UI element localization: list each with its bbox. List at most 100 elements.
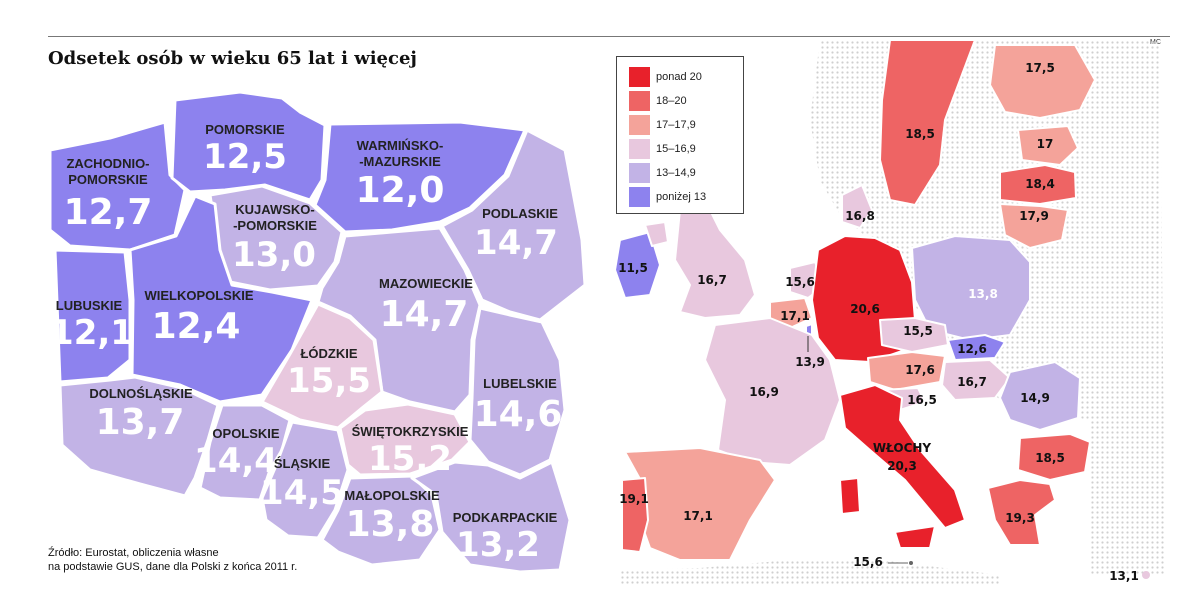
legend-item: poniżej 13 (629, 185, 743, 209)
legend-label: ponad 20 (656, 71, 702, 83)
label-lubuskie: LUBUSKIE (56, 298, 123, 313)
country-poland[interactable] (911, 235, 1031, 341)
country-romania[interactable] (999, 361, 1081, 431)
source-line-2: na podstawie GUS, dane dla Polski z końc… (48, 561, 298, 573)
value-podkarpackie: 13,2 (456, 525, 540, 565)
value-slaskie: 14,5 (260, 473, 344, 513)
value-slovenia: 16,5 (907, 393, 937, 407)
legend-label: 17–17,9 (656, 119, 696, 131)
country-cyprus[interactable] (1142, 571, 1150, 579)
value-italy: 20,3 (887, 459, 917, 473)
country-hungary[interactable] (941, 359, 1011, 401)
label-zachodniopomorskie-1: ZACHODNIO- (66, 156, 149, 171)
region-pomorskie[interactable] (170, 90, 327, 202)
value-estonia: 17 (1037, 137, 1054, 151)
value-belgium: 17,1 (780, 309, 810, 323)
legend-label: 15–16,9 (656, 143, 696, 155)
legend-item: 15–16,9 (629, 137, 743, 161)
region-swietokrzyskie[interactable] (338, 402, 472, 477)
top-rule (48, 36, 1170, 37)
map-title: Odsetek osób w wieku 65 lat i więcej (48, 48, 417, 69)
country-finland[interactable] (989, 44, 1096, 119)
country-italy[interactable] (839, 384, 966, 529)
region-wielkopolskie[interactable] (128, 194, 314, 404)
value-lithuania: 17,9 (1019, 209, 1049, 223)
value-ireland: 11,5 (618, 261, 648, 275)
country-france[interactable] (704, 317, 841, 466)
value-warminsko: 12,0 (356, 170, 445, 211)
label-zachodniopomorskie-2: POMORSKIE (68, 172, 148, 187)
value-germany: 20,6 (850, 302, 880, 316)
country-slovakia[interactable] (947, 334, 1006, 361)
legend-swatch (629, 115, 650, 135)
country-greece[interactable] (987, 479, 1056, 546)
legend-swatch (629, 163, 650, 183)
value-lubelskie: 14,6 (474, 394, 563, 435)
country-sicily[interactable] (894, 525, 936, 549)
legend-label: 13–14,9 (656, 167, 696, 179)
country-sardinia[interactable] (839, 477, 861, 515)
value-poland: 13,8 (968, 287, 998, 301)
value-lodzkie: 15,5 (287, 361, 371, 401)
region-slaskie[interactable] (260, 420, 350, 540)
label-malopolskie: MAŁOPOLSKIE (344, 488, 440, 503)
country-sweden[interactable] (879, 39, 976, 206)
value-pomorskie: 12,5 (203, 137, 287, 177)
country-malta[interactable] (909, 561, 913, 565)
label-italy: WŁOCHY (873, 441, 932, 455)
region-lodzkie[interactable] (260, 302, 384, 430)
value-malopolskie: 13,8 (346, 504, 435, 545)
legend-item: 17–17,9 (629, 113, 743, 137)
region-dolnoslaskie[interactable] (58, 375, 220, 498)
value-finland: 17,5 (1025, 61, 1055, 75)
value-bulgaria: 18,5 (1035, 451, 1065, 465)
value-swietokrzyskie: 15,2 (368, 439, 452, 479)
legend-swatch (629, 187, 650, 207)
value-zachodniopomorskie: 12,7 (64, 192, 153, 233)
label-lubelskie: LUBELSKIE (483, 376, 557, 391)
region-lubelskie[interactable] (468, 306, 567, 477)
region-mazowieckie[interactable] (316, 226, 482, 414)
value-denmark: 16,8 (845, 209, 875, 223)
label-swietokrzyskie: ŚWIĘTOKRZYSKIE (352, 424, 469, 439)
country-czechia[interactable] (879, 317, 949, 353)
region-podkarpackie[interactable] (410, 460, 572, 574)
country-northern-ireland[interactable] (644, 221, 669, 247)
value-latvia: 18,4 (1025, 177, 1055, 191)
label-podlaskie: PODLASKIE (482, 206, 558, 221)
country-estonia[interactable] (1017, 125, 1079, 166)
value-wielkopolskie: 12,4 (152, 306, 241, 347)
north-africa-land (620, 560, 1000, 585)
country-lithuania[interactable] (999, 203, 1069, 249)
label-slaskie: ŚLĄSKIE (274, 456, 331, 471)
label-pomorskie: POMORSKIE (205, 122, 285, 137)
legend-swatch (629, 139, 650, 159)
label-mazowieckie: MAZOWIECKIE (379, 276, 473, 291)
label-wielkopolskie: WIELKOPOLSKIE (144, 288, 253, 303)
region-warminsko-mazurskie[interactable] (313, 120, 527, 234)
label-warminsko-1: WARMIŃSKO- (357, 138, 444, 153)
country-denmark[interactable] (841, 184, 873, 229)
legend-label: 18–20 (656, 95, 687, 107)
region-zachodniopomorskie[interactable] (48, 120, 187, 252)
source-note: Źródło: Eurostat, obliczenia własne na p… (48, 546, 297, 574)
value-lubuskie: 12,1 (50, 313, 134, 353)
country-austria[interactable] (867, 351, 946, 391)
country-portugal[interactable] (621, 477, 649, 553)
region-opolskie[interactable] (198, 403, 292, 502)
value-france: 16,9 (749, 385, 779, 399)
value-portugal: 19,1 (619, 492, 649, 506)
region-lubuskie[interactable] (53, 248, 132, 384)
label-kujawsko-1: KUJAWSKO- (235, 202, 314, 217)
legend-item: 13–14,9 (629, 161, 743, 185)
country-latvia[interactable] (999, 164, 1077, 205)
value-hungary: 16,7 (957, 375, 987, 389)
value-czechia: 15,5 (903, 324, 933, 338)
value-romania: 14,9 (1020, 391, 1050, 405)
value-podlaskie: 14,7 (474, 223, 558, 263)
poland-map: ZACHODNIO- POMORSKIE 12,7 POMORSKIE 12,5… (48, 90, 587, 574)
region-podlaskie[interactable] (440, 128, 587, 322)
value-austria: 17,6 (905, 363, 935, 377)
country-bulgaria[interactable] (1017, 433, 1091, 481)
country-uk[interactable] (674, 199, 756, 319)
